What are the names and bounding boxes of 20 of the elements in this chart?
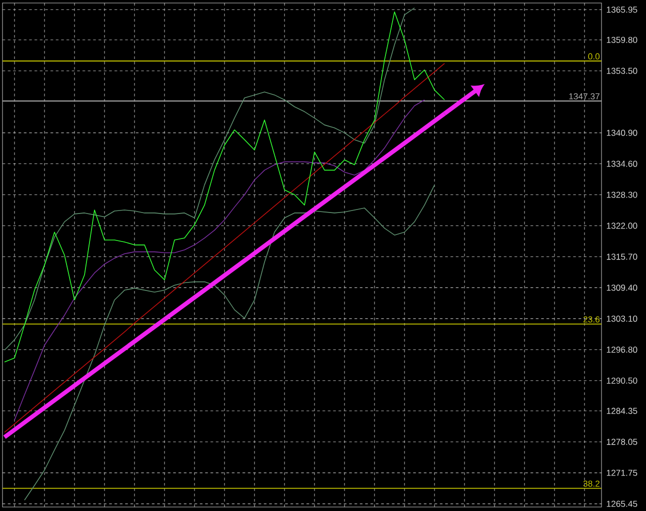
y-tick-label: 1290.50 [606,378,638,384]
y-tick-label: 1271.75 [606,470,638,476]
y-tick-label: 1296.80 [606,346,638,353]
y-tick-label: 1365.95 [606,6,638,13]
y-tick-label: 1284.35 [606,408,638,414]
y-tick-label: 1334.60 [606,160,638,167]
y-tick-label: 1265.45 [606,500,638,507]
y-tick-label: 1359.80 [606,36,638,43]
ref-line-label: 1347.37 [569,93,600,100]
annotation: 23.6 [583,316,600,322]
y-tick-label: 1303.10 [606,316,638,322]
y-tick-label: 1315.70 [606,254,638,260]
y-tick-label: 1353.50 [606,68,638,74]
annotation: 0.0 [588,53,600,60]
y-tick-label: 1309.40 [606,284,638,291]
y-tick-label: 1278.05 [606,438,638,445]
y-tick-label: 1340.90 [606,130,638,136]
y-tick-label: 1328.30 [606,192,638,198]
annotation: 38.2 [583,480,600,487]
y-tick-label: 1322.00 [606,222,638,229]
